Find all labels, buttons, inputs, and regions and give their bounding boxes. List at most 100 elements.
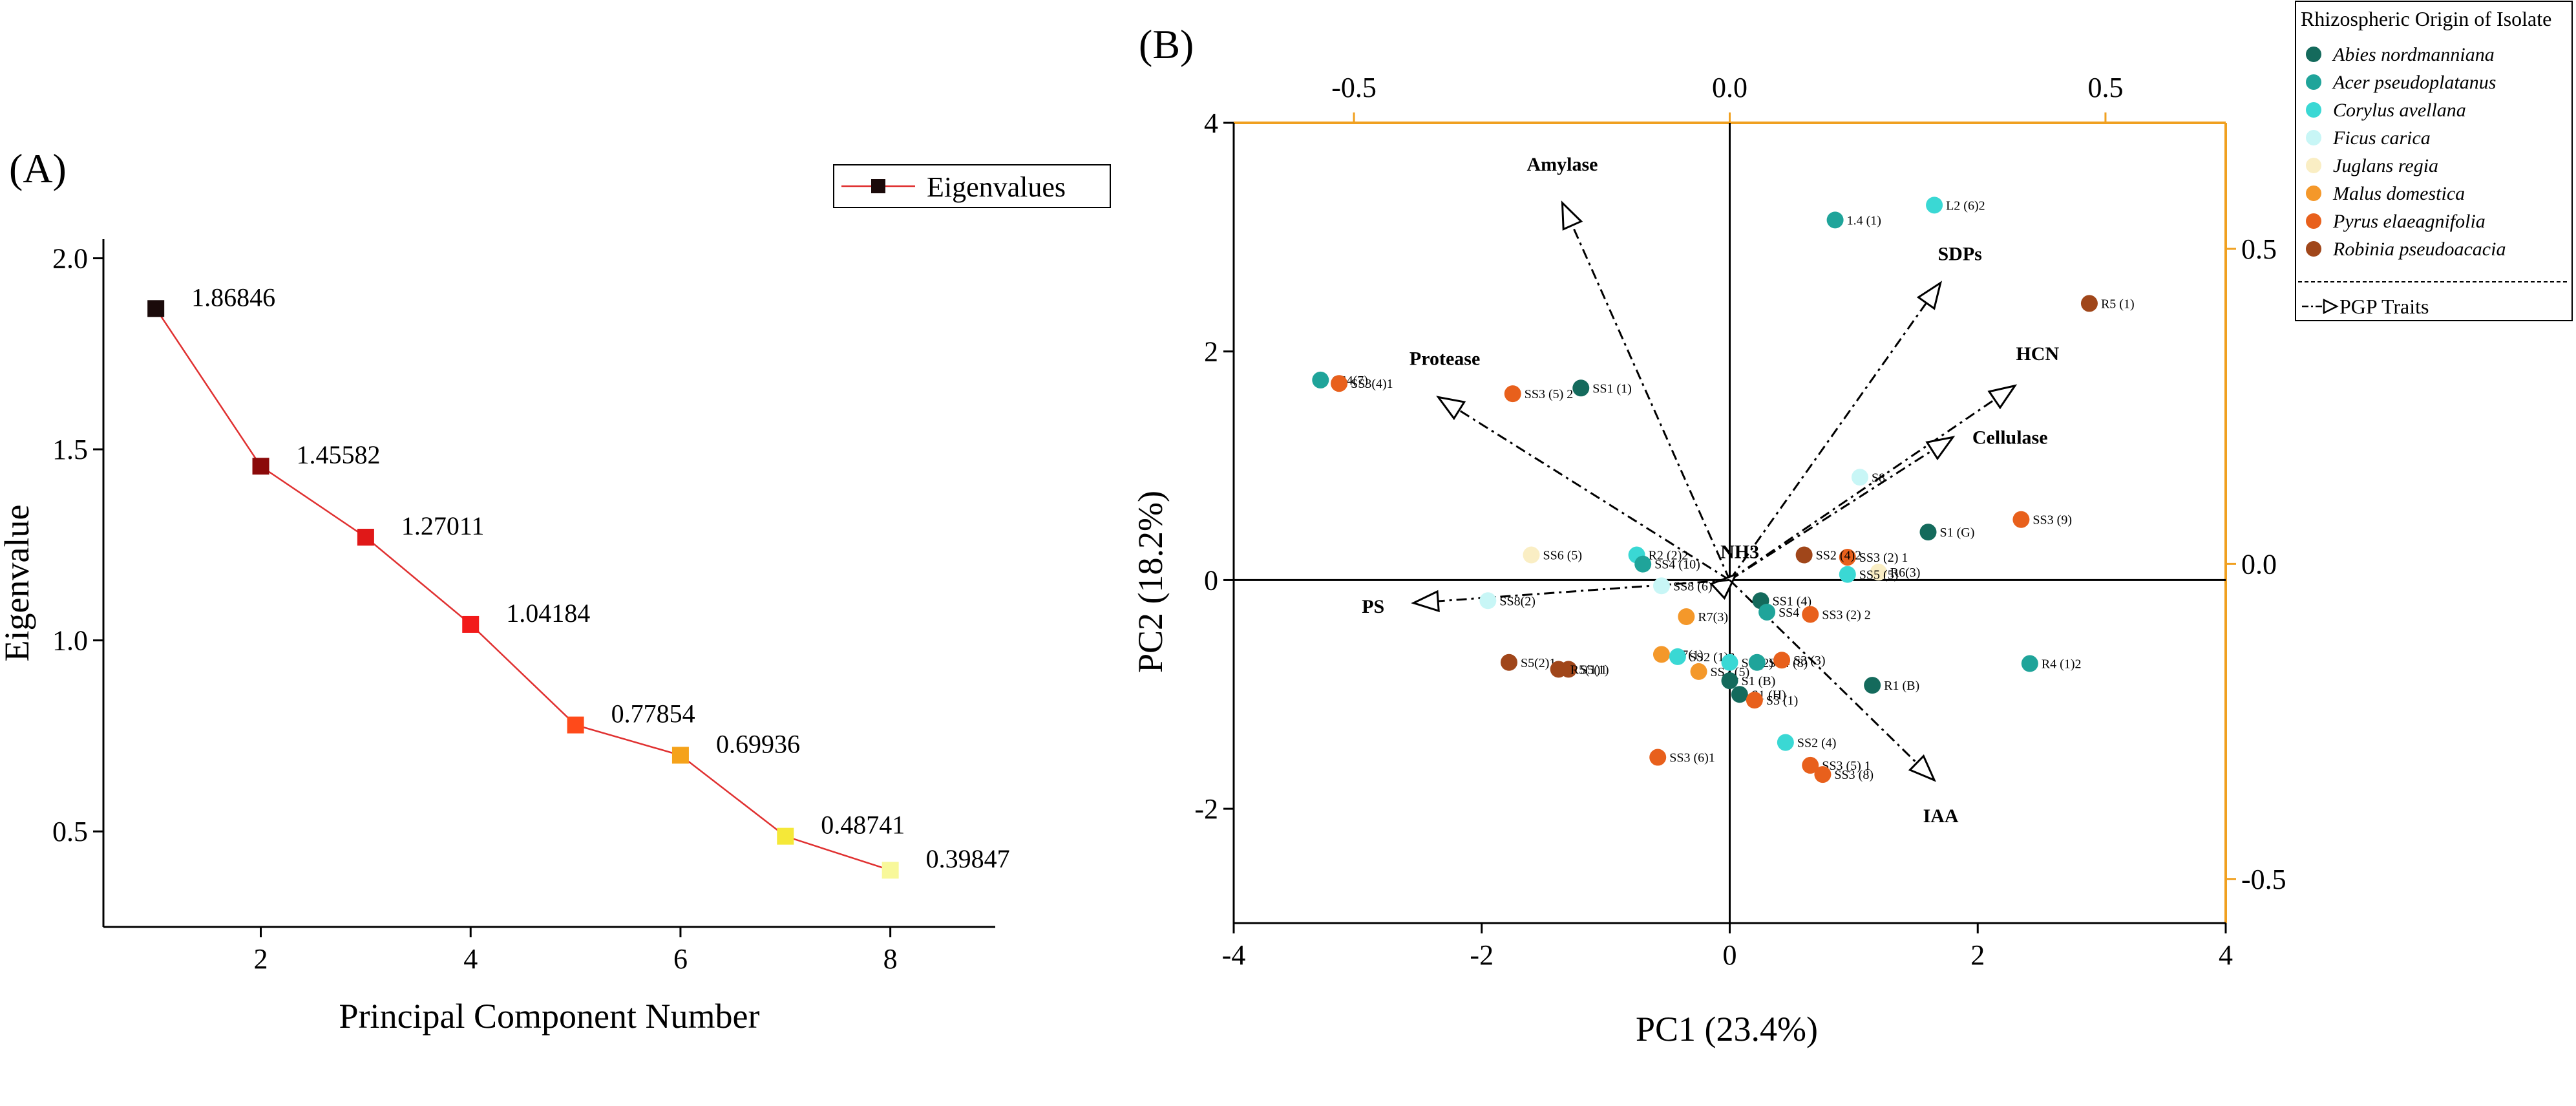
group-legend: Rhizospheric Origin of Isolate Abies nor…: [2295, 1, 2573, 321]
scree-x-tick-label: 2: [254, 943, 268, 975]
trait-arrowhead-icon: [1925, 436, 1956, 461]
scree-y-ticks: 0.5 1.0 1.5 2.0: [52, 243, 103, 847]
isolate-point: [1802, 756, 1819, 774]
panel-a-label: (A): [9, 145, 67, 191]
isolate-label: R5(1)1: [1570, 663, 1607, 677]
isolate-point: [2080, 295, 2098, 312]
isolate-point: [1690, 663, 1707, 680]
isolate-point: [1572, 379, 1590, 397]
isolate-point: [1839, 566, 1856, 583]
scree-legend-marker: [871, 179, 885, 193]
isolate-point: [1504, 385, 1521, 403]
scree-data-label: 1.27011: [401, 511, 485, 540]
isolate-label: SS3(4)1: [1351, 377, 1393, 391]
group-legend-items: Abies nordmanniana Acer pseudoplatanus Cor…: [2306, 44, 2506, 260]
trait-label: HCN: [2016, 343, 2059, 365]
scree-data-label: 1.04184: [506, 599, 590, 628]
pgp-legend-label: PGP Traits: [2339, 295, 2429, 318]
biplot: -4 -2 0 2 4 -2 0 2 4 -0.5 0.0 0.5 -0.5 0.0 0.5 Amylase…: [1131, 72, 2286, 1048]
isolate-point: [1777, 734, 1794, 751]
trait-vector-line: [1729, 449, 1933, 581]
group-legend-marker: [2306, 158, 2321, 173]
group-legend-marker: [2306, 241, 2321, 257]
scree-point: [777, 827, 794, 845]
trait-arrowhead-icon: [1709, 572, 1738, 601]
trait-label: SDPs: [1938, 244, 1982, 265]
isolate-point: [1500, 654, 1517, 671]
scree-plot: 2 4 6 8 0.5 1.0 1.5 2.0 Principal Component Nu…: [0, 164, 1111, 1036]
isolate-label: S3 (1): [1766, 694, 1798, 708]
trait-label: IAA: [1923, 805, 1959, 827]
isolate-label: R4 (1)2: [2042, 657, 2082, 672]
isolate-label: SS3 (8): [1834, 768, 1874, 782]
isolate-label: SS2 (4): [1797, 736, 1837, 750]
group-legend-label: Acer pseudoplatanus: [2332, 72, 2496, 93]
scree-point: [462, 615, 480, 633]
isolate-point: [1649, 749, 1667, 766]
trait-vector-line: [1458, 409, 1731, 581]
biplot-x-tick-label: 4: [2219, 939, 2233, 971]
biplot-right-tick-label: -0.5: [2241, 864, 2286, 895]
biplot-x-tick-label: 0: [1723, 939, 1737, 971]
scree-point: [671, 747, 689, 764]
isolate-point: [1746, 692, 1763, 709]
group-legend-label: Robinia pseudoacacia: [2332, 239, 2506, 260]
biplot-y-tick-label: 4: [1204, 107, 1218, 139]
isolate-point: [1919, 524, 1937, 541]
isolate-point: [1748, 654, 1766, 671]
biplot-x-tick-label: -2: [1470, 939, 1494, 971]
trait-arrowhead-icon: [1916, 281, 1943, 310]
isolate-label: S8: [1872, 471, 1885, 485]
isolate-label: R5 (1): [2101, 297, 2135, 311]
biplot-vectors: Amylase SDPs HCN Cellulase Protease NH3 PS IAA: [1362, 154, 2059, 827]
biplot-y-title: PC2 (18.2%): [1131, 491, 1170, 673]
isolate-point: [2012, 511, 2030, 528]
isolate-label: SS2 (4)2: [1816, 549, 1862, 563]
biplot-frame: [1232, 122, 2227, 924]
scree-y-tick-label: 1.5: [52, 434, 88, 465]
panel-b-label: (B): [1139, 21, 1194, 67]
isolate-label: S5(2)1: [1521, 656, 1556, 670]
isolate-point: [1550, 661, 1567, 678]
group-legend-box: [2295, 1, 2573, 321]
trait-vector-line: [1729, 398, 1996, 581]
scree-point: [567, 716, 584, 734]
isolate-label: SS8(2): [1499, 594, 1536, 608]
scree-x-tick-label: 4: [463, 943, 478, 975]
group-legend-marker: [2306, 130, 2321, 145]
scree-data-label: 0.77854: [611, 699, 695, 728]
isolate-point: [1652, 646, 1670, 663]
isolate-point: [1669, 648, 1686, 665]
group-legend-label: Abies nordmanniana: [2332, 44, 2495, 65]
isolate-point: [1731, 686, 1748, 703]
isolate-label: SS3 (6)1: [1669, 751, 1715, 765]
biplot-x-title: PC1 (23.4%): [1636, 1010, 1818, 1048]
isolate-point: [1839, 549, 1856, 566]
isolate-point: [1479, 592, 1497, 610]
isolate-point: [1678, 608, 1695, 626]
group-legend-label: Malus domestica: [2332, 183, 2465, 204]
group-legend-marker: [2306, 213, 2321, 229]
isolate-label: S3 (3): [1793, 654, 1825, 668]
biplot-right-tick-label: 0.0: [2241, 548, 2277, 580]
group-legend-label: Pyrus elaeagnifolia: [2332, 211, 2486, 232]
scree-data-label: 1.45582: [297, 440, 381, 469]
isolate-point: [1870, 564, 1887, 581]
scree-data-label: 0.48741: [821, 811, 905, 840]
isolate-label: SS3 (5) 2: [1525, 387, 1574, 401]
scree-x-title: Principal Component Number: [339, 997, 760, 1036]
isolate-label: S1 (B): [1742, 674, 1776, 688]
isolate-label: SS3 (5) 1: [1822, 759, 1871, 773]
pgp-legend-arrow-icon: [2323, 298, 2339, 315]
isolate-point: [1312, 371, 1329, 388]
trait-arrowhead-icon: [1561, 200, 1583, 231]
isolate-point: [1773, 652, 1791, 669]
isolate-label: SS4 (10): [1654, 558, 1700, 572]
scree-point: [882, 862, 899, 879]
group-legend-marker: [2306, 186, 2321, 201]
biplot-ticks: -4 -2 0 2 4 -2 0 2 4 -0.5 0.0 0.5 -0.5 0.0 0.5: [1194, 72, 2286, 971]
isolate-label: SS7 (5): [1711, 665, 1750, 679]
scree-data-label: 0.69936: [716, 729, 800, 758]
